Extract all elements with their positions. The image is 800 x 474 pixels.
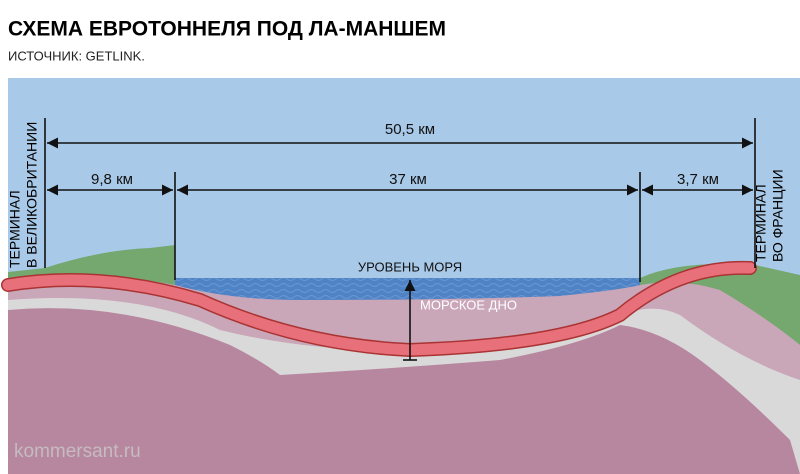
dimension-label: 37 км bbox=[389, 171, 427, 188]
diagram: 50,5 км 9,8 км 37 км 3,7 км ТЕРМИНАЛ В В… bbox=[1, 78, 800, 474]
terminal-label: В ВЕЛИКОБРИТАНИИ bbox=[24, 122, 40, 268]
sea-floor-label: МОРСКОЕ ДНО bbox=[420, 297, 517, 312]
terminal-label: ВО ФРАНЦИИ bbox=[770, 169, 786, 262]
dimension-label: 3,7 км bbox=[677, 171, 719, 188]
watermark: kommersant.ru bbox=[14, 441, 141, 462]
dimension-label: 50,5 км bbox=[385, 121, 435, 138]
source: ИСТОЧНИК: GETLINK. bbox=[8, 48, 145, 63]
title: СХЕМА ЕВРОТОННЕЛЯ ПОД ЛА-МАНШЕМ bbox=[8, 18, 446, 41]
dimension-label: 9,8 км bbox=[91, 171, 133, 188]
sea-level-label: УРОВЕНЬ МОРЯ bbox=[358, 259, 462, 274]
terminal-label: ТЕРМИНАЛ bbox=[7, 190, 23, 268]
layer-rock bbox=[8, 308, 800, 474]
terminal-label: ТЕРМИНАЛ bbox=[753, 184, 769, 262]
